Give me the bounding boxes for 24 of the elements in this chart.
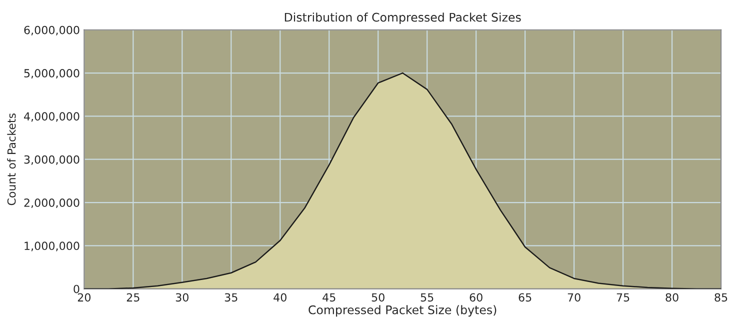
x-tick-label: 30 (176, 293, 188, 302)
y-tick-label: 4,000,000 (24, 112, 80, 122)
y-tick-label: 5,000,000 (24, 69, 80, 79)
x-tick-label: 60 (470, 293, 482, 302)
x-tick-label: 35 (224, 293, 238, 302)
chart-title: Distribution of Compressed Packet Sizes (284, 12, 521, 24)
y-tick-label: 0 (74, 284, 80, 294)
y-tick-label: 2,000,000 (24, 198, 80, 208)
x-tick-label: 85 (714, 293, 728, 302)
y-tick-label: 3,000,000 (24, 155, 80, 165)
x-tick-label: 40 (274, 293, 286, 302)
x-tick-label: 20 (78, 293, 91, 302)
y-axis-title: Count of Packets (7, 113, 16, 206)
x-tick-label: 70 (568, 293, 580, 302)
y-tick-label: 6,000,000 (24, 26, 80, 36)
y-tick-label: 1,000,000 (24, 242, 80, 252)
x-tick-label: 50 (372, 293, 384, 302)
x-tick-label: 65 (518, 293, 532, 302)
x-tick-label: 45 (322, 293, 336, 302)
x-tick-label: 55 (420, 293, 434, 302)
x-tick-label: 80 (666, 293, 678, 302)
x-tick-label: 25 (126, 293, 140, 302)
x-axis-title: Compressed Packet Size (bytes) (308, 305, 496, 317)
x-tick-label: 75 (616, 293, 630, 302)
